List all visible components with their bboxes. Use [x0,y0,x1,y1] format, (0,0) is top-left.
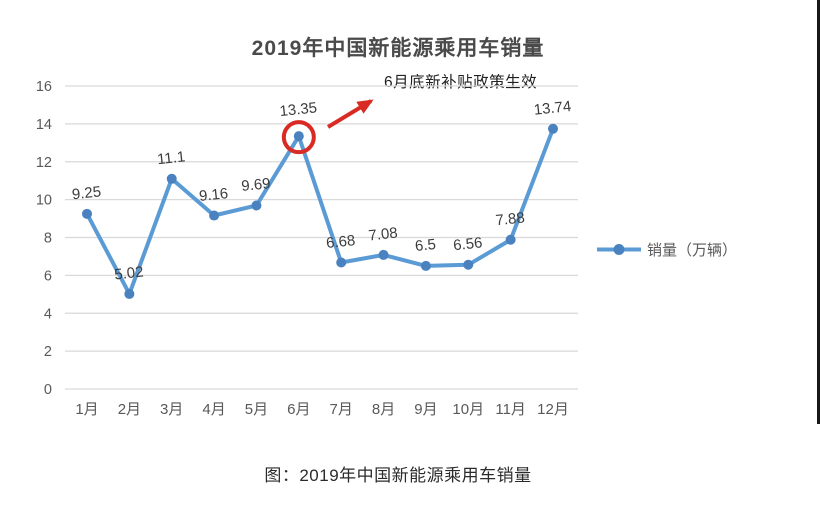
data-point-marker [209,210,220,221]
legend-label: 销量（万辆） [647,242,738,259]
x-axis-tick-label: 11月 [495,401,526,418]
x-axis-tick-label: 10月 [452,401,484,418]
data-point-marker [251,200,262,211]
x-axis-tick-label: 1月 [75,401,98,418]
data-point-label: 6.56 [452,234,483,254]
figure-caption: 图：2019年中国新能源乘用车销量 [264,466,532,485]
data-point-marker [82,208,92,219]
data-point-label: 6.68 [325,232,356,252]
y-axis-tick-label: 10 [36,193,52,209]
x-axis-tick-label: 6月 [287,401,310,418]
x-axis-tick-label: 7月 [330,401,353,418]
annotation-text: 6月底新补贴政策生效 [384,74,538,91]
chart-title: 2019年中国新能源乘用车销量 [251,37,545,60]
data-point-marker [293,131,304,142]
data-point-label: 9.25 [71,183,102,203]
y-axis-tick-label: 0 [44,382,52,398]
highlight-circle [281,120,316,155]
annotation-arrow [326,99,374,129]
y-axis-tick-label: 2 [44,344,52,360]
data-point-label: 7.88 [495,209,526,229]
data-point-marker [505,234,516,245]
series-line [85,126,555,296]
legend-line-marker [597,244,641,255]
data-point-label: 9.69 [241,175,272,195]
x-axis-tick-label: 4月 [202,401,225,418]
y-axis-tick-label: 16 [36,79,52,95]
x-axis-tick-label: 5月 [245,401,268,418]
data-point-marker [336,257,347,268]
y-axis-tick-label: 8 [44,231,52,247]
data-point-label: 6.5 [414,236,437,255]
y-axis-tick-label: 14 [36,117,52,133]
data-point-marker [124,288,135,299]
x-axis-tick-label: 2月 [118,401,141,418]
y-axis-tick-label: 6 [44,268,52,284]
data-point-label: 7.08 [368,224,399,244]
x-axis-tick-label: 3月 [160,401,183,418]
x-axis-tick-label: 8月 [372,401,395,418]
data-point-marker [378,249,389,260]
y-axis-tick-label: 12 [36,155,52,171]
data-point-label: 13.74 [533,98,572,119]
data-point-label: 13.35 [279,99,318,120]
x-axis-tick-label: 12月 [537,401,569,418]
legend: 销量（万辆） [597,239,737,260]
y-axis-tick-label: 4 [44,306,52,322]
data-point-marker [420,260,431,271]
data-point-marker [463,259,474,270]
x-axis-tick-label: 9月 [414,401,437,418]
data-point-label: 11.1 [156,148,186,168]
right-edge-border [817,0,820,424]
data-point-marker [548,123,559,134]
legend-dot-icon [613,244,625,255]
data-point-label: 9.16 [198,185,229,205]
data-point-marker [166,173,177,184]
data-point-label: 5.02 [113,263,144,283]
